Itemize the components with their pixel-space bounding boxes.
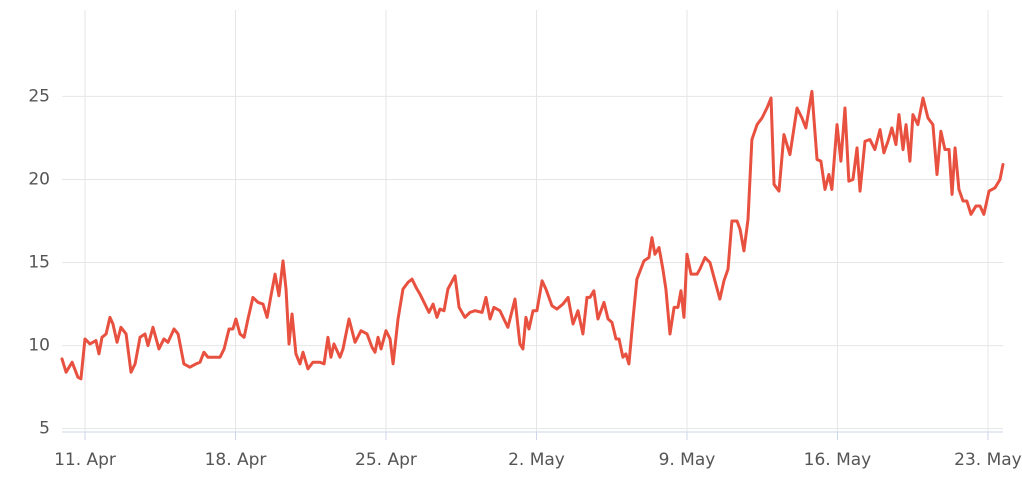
x-tick-label: 25. Apr [355,450,417,470]
x-tick-label: 23. May [954,450,1022,470]
x-tick-label: 2. May [508,450,565,470]
x-tick-label: 18. Apr [205,450,267,470]
x-tick-label: 11. Apr [54,450,116,470]
data-line [60,89,1005,381]
y-tick-label: 5 [39,419,50,439]
x-tick-label: 9. May [659,450,716,470]
y-tick-label: 10 [28,336,50,356]
y-tick-label: 20 [28,169,50,189]
x-tick-label: 16. May [804,450,872,470]
y-tick-label: 15 [28,253,50,273]
y-tick-label: 25 [28,86,50,106]
